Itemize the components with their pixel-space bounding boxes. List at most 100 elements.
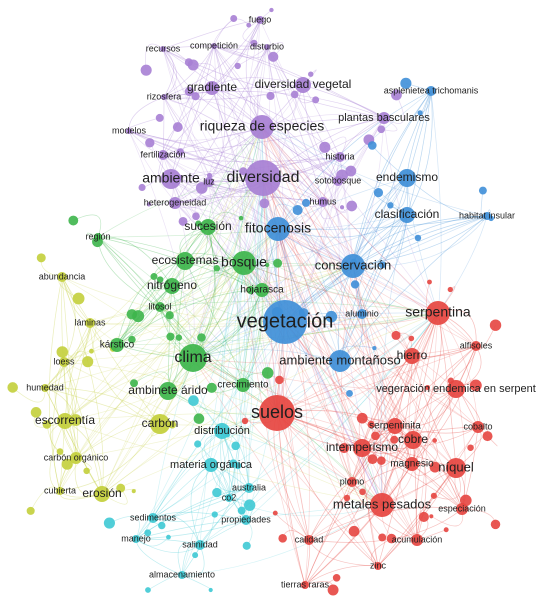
minor-node [391, 330, 401, 340]
edge [162, 154, 279, 230]
minor-node [211, 511, 218, 518]
edge [276, 312, 439, 414]
node [161, 169, 181, 189]
edge [352, 117, 385, 267]
minor-node [56, 448, 64, 455]
minor-node [377, 125, 386, 134]
edge [208, 117, 385, 183]
edge [174, 84, 304, 204]
node [483, 212, 491, 220]
edge [304, 425, 396, 586]
edge [135, 538, 201, 553]
edge [174, 156, 341, 204]
minor-node [387, 202, 394, 209]
edge [192, 345, 477, 364]
minor-node [356, 412, 368, 424]
edge [416, 312, 439, 541]
edge [228, 177, 264, 499]
minor-node [231, 441, 240, 451]
node-label: conservación [315, 257, 392, 272]
minor-node [418, 511, 429, 523]
minor-node [332, 574, 341, 582]
edge [163, 96, 279, 230]
minor-node [268, 51, 279, 62]
edge [277, 228, 341, 362]
edge [361, 312, 439, 449]
edge [339, 215, 488, 362]
edge [192, 46, 268, 359]
edge [64, 265, 354, 422]
edge [261, 113, 385, 128]
edge [162, 48, 245, 264]
edge [44, 387, 161, 425]
edge [302, 84, 339, 182]
minor-node [42, 420, 52, 429]
minor-node [266, 91, 275, 101]
node [387, 418, 403, 434]
minor-node [339, 443, 350, 454]
edge [73, 214, 102, 238]
edge [262, 117, 385, 179]
node-label: fertilización [140, 149, 185, 159]
minor-node [131, 489, 136, 494]
edge [181, 228, 279, 576]
edge [243, 262, 439, 314]
edge [64, 412, 278, 422]
node [263, 300, 307, 344]
minor-node [230, 15, 238, 22]
edge [207, 126, 263, 228]
edge [64, 321, 286, 422]
minor-node [312, 96, 320, 104]
minor-node [339, 205, 345, 210]
node [211, 43, 217, 49]
edge [174, 202, 354, 267]
edge [262, 177, 310, 541]
edge [213, 45, 268, 50]
edge [276, 412, 379, 567]
edge [192, 177, 408, 359]
edge [44, 387, 103, 495]
edge [339, 90, 432, 362]
edge [116, 226, 209, 346]
minor-node [367, 141, 377, 150]
edge [63, 312, 439, 363]
edge [64, 322, 91, 422]
node [57, 413, 73, 429]
minor-nodes [7, 7, 502, 596]
node-label: sucesión [184, 219, 231, 233]
node [160, 46, 166, 52]
edge [245, 504, 383, 521]
edge [192, 226, 216, 359]
edge [97, 177, 264, 238]
edge [135, 321, 286, 540]
node [200, 219, 216, 235]
edge [308, 508, 463, 543]
edge [101, 177, 264, 495]
minor-node [208, 587, 213, 593]
node-label: hojarasca [240, 285, 284, 296]
node-label: distribución [194, 425, 250, 437]
edge [284, 312, 439, 326]
edge [221, 312, 439, 432]
node [304, 535, 314, 545]
edge [97, 236, 244, 386]
edge [44, 321, 286, 389]
minor-node [302, 198, 311, 207]
minor-node [425, 384, 431, 390]
node-label: sotobosque [315, 175, 362, 185]
edge [128, 130, 324, 203]
edge [192, 357, 310, 541]
edge [228, 262, 246, 499]
nodes [41, 16, 491, 589]
edge [261, 126, 463, 510]
edge [352, 90, 432, 267]
edge [174, 46, 268, 204]
minor-node [478, 186, 487, 195]
node [411, 534, 423, 546]
node-label: suelos [251, 402, 303, 422]
edge [415, 388, 457, 541]
edge [381, 345, 477, 506]
node [250, 115, 274, 139]
node-label: magnesio [390, 459, 434, 470]
minor-node [234, 62, 241, 70]
